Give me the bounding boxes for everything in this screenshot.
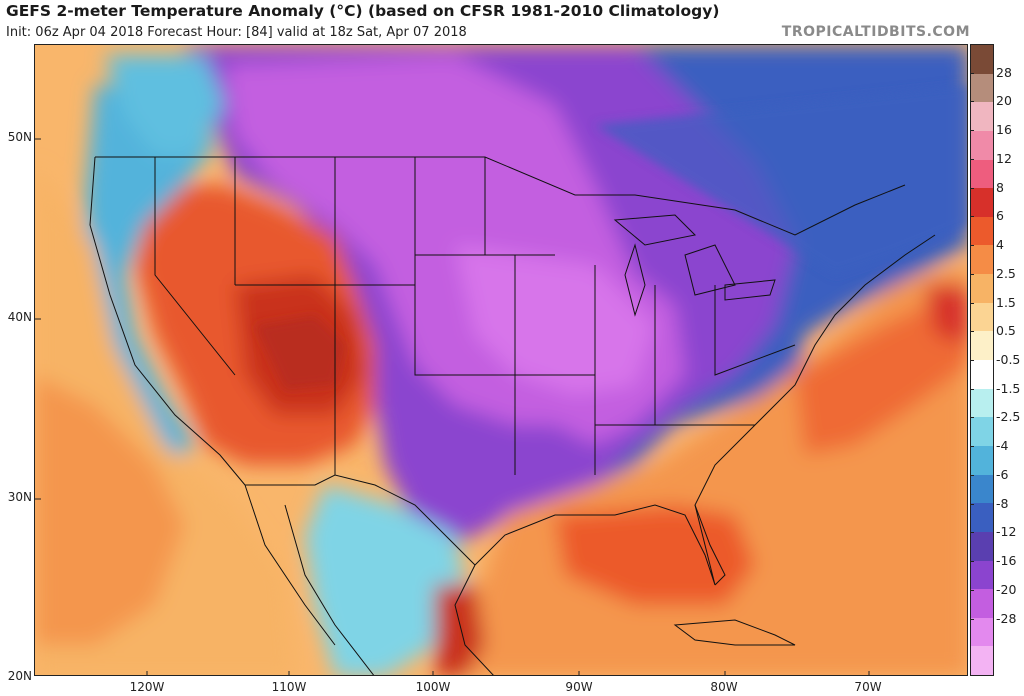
- colorbar-label: -6: [996, 466, 1009, 482]
- colorbar-label: -20: [996, 581, 1017, 597]
- colorbar-swatch: [971, 245, 993, 275]
- colorbar-swatch: [971, 130, 993, 160]
- lat-label-40n: 40N: [7, 310, 32, 324]
- colorbar-label: 8: [996, 179, 1004, 195]
- colorbar-swatch: [971, 589, 993, 618]
- colorbar-label: 12: [996, 150, 1012, 166]
- lon-label-100w: 100W: [415, 680, 451, 694]
- colorbar-swatch: [971, 73, 993, 103]
- colorbar-tick: [970, 331, 974, 333]
- run-info: Init: 06z Apr 04 2018 Forecast Hour: [84…: [6, 25, 467, 40]
- colorbar-swatch: [971, 302, 993, 332]
- lon-label-120w: 120W: [129, 680, 165, 694]
- colorbar-swatch: [971, 503, 993, 532]
- colorbar-label: 1.5: [996, 294, 1016, 310]
- colorbar-tick: [970, 216, 974, 218]
- colorbar-tick: [970, 503, 974, 505]
- colorbar-tick: [970, 245, 974, 247]
- colorbar-swatch: [971, 388, 993, 418]
- colorbar-swatch: [971, 417, 993, 446]
- lat-label-30n: 30N: [7, 490, 32, 504]
- colorbar-tick: [970, 474, 974, 476]
- axis-ticks: [35, 138, 870, 675]
- colorbar-label: 0.5: [996, 323, 1016, 339]
- colorbar-swatch: [971, 159, 993, 189]
- colorbar-tick: [970, 532, 974, 534]
- colorbar-swatch: [971, 474, 993, 504]
- colorbar-swatch: [971, 617, 993, 647]
- colorbar-tick: [970, 187, 974, 189]
- lon-label-70w: 70W: [854, 680, 882, 694]
- lon-label-80w: 80W: [710, 680, 738, 694]
- colorbar-label: 28: [996, 64, 1012, 80]
- colorbar-label: 6: [996, 208, 1004, 224]
- colorbar-label: 20: [996, 93, 1012, 109]
- lat-label-20n: 20N: [7, 669, 32, 683]
- anomaly-map: [34, 44, 968, 676]
- map-canvas: [35, 45, 967, 675]
- colorbar-label: 16: [996, 122, 1012, 138]
- colorbar-tick: [970, 561, 974, 563]
- colorbar-tick: [970, 158, 974, 160]
- colorbar-swatch: [971, 646, 993, 676]
- colorbar-label: 4: [996, 237, 1004, 253]
- anomaly-field: [35, 45, 967, 675]
- colorbar-swatch: [971, 360, 993, 389]
- colorbar-label: -4: [996, 438, 1009, 454]
- colorbar: [970, 44, 994, 676]
- colorbar-swatch: [971, 45, 993, 74]
- colorbar-label: -8: [996, 495, 1009, 511]
- colorbar-swatch: [971, 188, 993, 217]
- colorbar-tick: [970, 446, 974, 448]
- colorbar-swatch: [971, 531, 993, 561]
- lon-label-110w: 110W: [271, 680, 307, 694]
- lat-label-50n: 50N: [7, 130, 32, 144]
- colorbar-label: -0.5: [996, 352, 1021, 367]
- source-brand: TROPICALTIDBITS.COM: [781, 24, 970, 40]
- colorbar-tick: [970, 417, 974, 419]
- colorbar-swatch: [971, 216, 993, 246]
- coastlines-and-borders: [89, 156, 936, 675]
- colorbar-tick: [970, 273, 974, 275]
- colorbar-tick: [970, 388, 974, 390]
- colorbar-tick: [970, 618, 974, 620]
- colorbar-swatch: [971, 274, 993, 303]
- colorbar-swatch: [971, 560, 993, 590]
- lon-label-90w: 90W: [565, 680, 593, 694]
- colorbar-swatch: [971, 445, 993, 475]
- colorbar-tick: [970, 302, 974, 304]
- colorbar-tick: [970, 360, 974, 361]
- colorbar-label: -12: [996, 524, 1017, 540]
- colorbar-tick: [970, 72, 974, 74]
- colorbar-swatch: [971, 331, 993, 361]
- colorbar-tick: [970, 101, 974, 103]
- colorbar-tick: [970, 130, 974, 132]
- colorbar-tick: [970, 589, 974, 591]
- colorbar-swatch: [971, 102, 993, 131]
- colorbar-label: -16: [996, 553, 1017, 569]
- colorbar-label: -28: [996, 610, 1017, 626]
- colorbar-label: -1.5: [996, 380, 1021, 396]
- colorbar-label: -2.5: [996, 409, 1021, 425]
- chart-title: GEFS 2-meter Temperature Anomaly (°C) (b…: [6, 2, 720, 20]
- colorbar-label: 2.5: [996, 265, 1016, 281]
